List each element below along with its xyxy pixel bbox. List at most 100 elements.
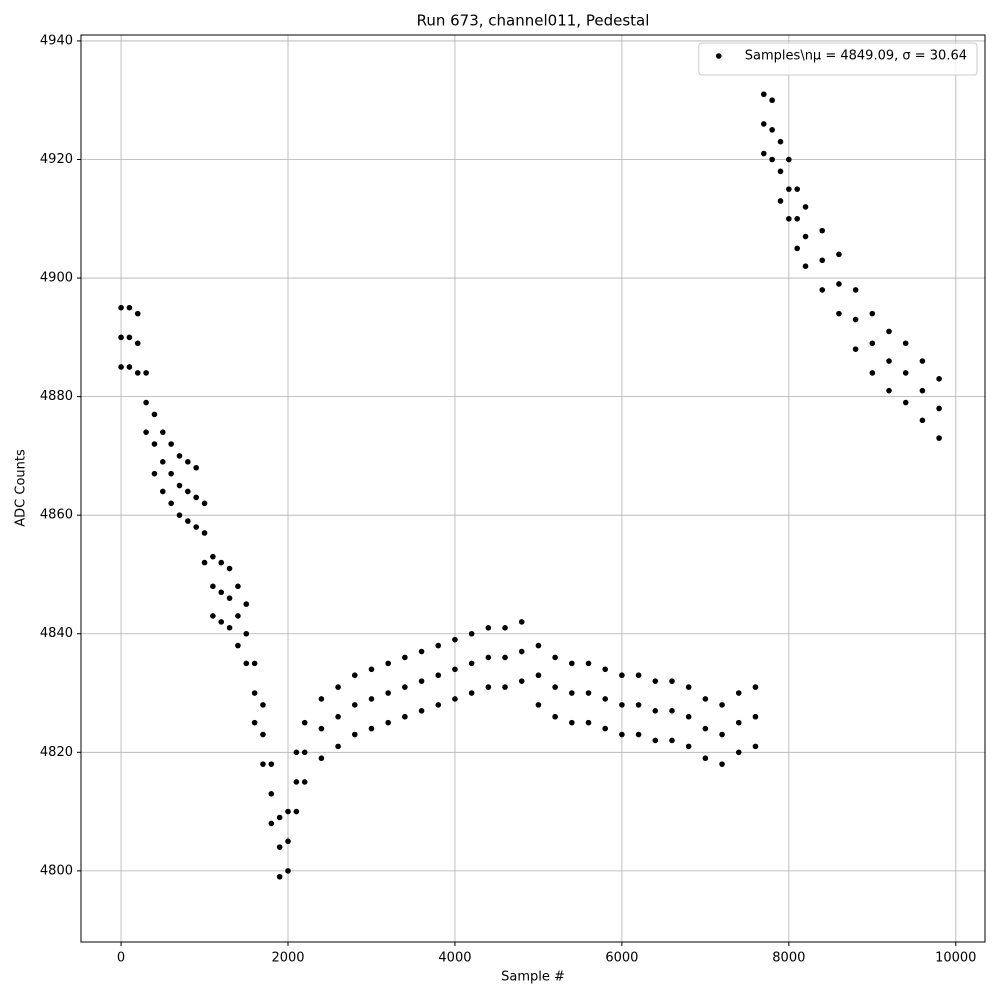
point — [702, 755, 709, 762]
point — [218, 619, 225, 625]
point — [585, 719, 592, 726]
point — [852, 346, 859, 352]
plot-frame — [80, 34, 986, 943]
point — [118, 364, 124, 370]
point — [251, 660, 258, 667]
point — [569, 719, 575, 726]
point — [293, 749, 300, 756]
point — [268, 790, 275, 797]
point — [201, 500, 208, 507]
point — [468, 690, 475, 696]
point — [318, 696, 325, 702]
legend: Samples\nμ = 4849.09, σ = 30.64 — [698, 42, 978, 76]
point — [235, 583, 241, 590]
point — [794, 186, 800, 192]
point — [235, 613, 241, 619]
point — [619, 702, 625, 708]
point — [719, 761, 725, 767]
point — [243, 630, 250, 637]
point — [502, 625, 508, 631]
point — [260, 731, 266, 738]
point — [719, 731, 725, 738]
point — [777, 198, 784, 204]
x-tick-label: 10000 — [935, 951, 976, 966]
point — [335, 713, 341, 720]
point — [210, 613, 216, 619]
point — [769, 127, 775, 133]
point — [126, 334, 133, 341]
point — [351, 672, 358, 679]
point — [635, 702, 642, 708]
point — [552, 713, 558, 720]
point — [819, 287, 826, 293]
point — [760, 121, 767, 127]
y-tick-label: 4860 — [40, 508, 73, 523]
point — [435, 702, 442, 708]
point — [936, 376, 942, 382]
point — [268, 820, 275, 827]
point — [418, 678, 425, 684]
point — [143, 429, 149, 435]
point — [936, 435, 942, 441]
point — [268, 761, 275, 767]
point — [126, 304, 133, 311]
point — [919, 417, 926, 424]
point — [819, 257, 826, 264]
point — [702, 696, 709, 702]
point — [802, 263, 809, 269]
y-axis-label: ADC Counts — [14, 449, 29, 527]
point — [226, 595, 233, 601]
x-tick-label: 8000 — [772, 951, 805, 966]
point — [852, 287, 859, 293]
point — [143, 370, 149, 376]
point — [452, 696, 458, 702]
y-tick-label: 4900 — [40, 271, 73, 286]
point — [134, 310, 141, 317]
y-tick-label: 4820 — [40, 745, 73, 760]
point — [418, 648, 425, 655]
point — [118, 304, 124, 311]
point — [652, 678, 659, 684]
legend-box — [698, 42, 978, 76]
x-tick-label: 6000 — [605, 951, 638, 966]
point — [869, 310, 876, 317]
point — [176, 512, 183, 518]
point — [869, 370, 876, 376]
point — [226, 625, 233, 631]
point — [251, 719, 258, 726]
y-tick-label: 4800 — [40, 863, 73, 878]
point — [402, 654, 408, 661]
point — [836, 281, 842, 287]
point — [552, 654, 558, 661]
point — [535, 672, 542, 679]
point — [134, 370, 141, 376]
point — [685, 713, 692, 720]
point — [176, 482, 183, 489]
point — [276, 814, 283, 821]
point — [226, 565, 233, 572]
point — [243, 601, 250, 607]
point — [685, 743, 692, 750]
point — [836, 310, 842, 317]
point — [752, 743, 759, 750]
point — [869, 340, 876, 347]
point — [602, 696, 609, 702]
point — [802, 233, 809, 240]
point — [301, 779, 308, 785]
point — [143, 399, 149, 406]
point — [193, 494, 199, 501]
point — [794, 245, 800, 252]
point — [368, 696, 375, 702]
point — [786, 156, 792, 163]
point — [685, 684, 692, 690]
point — [168, 441, 174, 447]
point — [585, 660, 592, 667]
point — [919, 358, 926, 364]
point — [243, 660, 250, 667]
point — [786, 215, 792, 222]
point — [518, 678, 525, 684]
point — [301, 749, 308, 756]
point — [902, 340, 909, 347]
